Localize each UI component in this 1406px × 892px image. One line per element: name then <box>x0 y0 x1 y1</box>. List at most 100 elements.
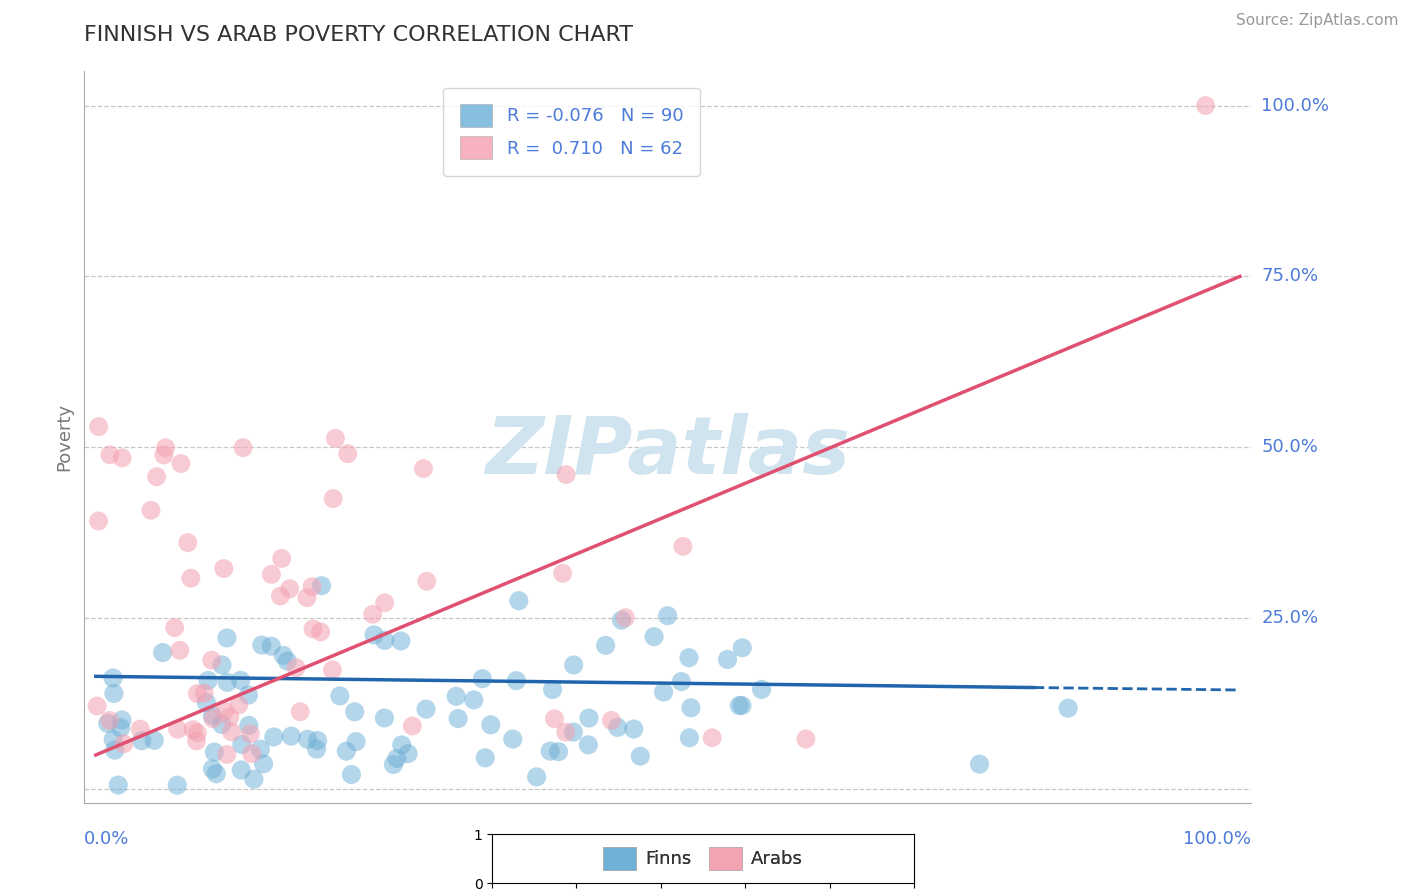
Point <box>628 749 651 764</box>
Point <box>471 672 494 686</box>
Point <box>278 582 301 596</box>
Point <box>307 733 329 747</box>
Point <box>166 778 188 792</box>
Point <box>250 638 273 652</box>
Point <box>215 747 238 762</box>
Point <box>153 448 176 462</box>
Text: 50.0%: 50.0% <box>1261 438 1317 457</box>
Point <box>276 654 298 668</box>
Point <box>217 675 239 690</box>
Point <box>201 653 224 667</box>
Point <box>302 622 325 636</box>
Text: 0.0%: 0.0% <box>84 830 129 847</box>
Point <box>285 661 308 675</box>
Point <box>374 596 396 610</box>
Point <box>447 712 470 726</box>
Point <box>610 613 633 627</box>
Point <box>238 718 260 732</box>
Point <box>290 705 312 719</box>
Point <box>295 591 318 605</box>
Point <box>301 580 323 594</box>
Point <box>107 778 129 792</box>
Point <box>145 469 167 483</box>
Point <box>110 721 132 735</box>
Point <box>657 608 679 623</box>
Y-axis label: Poverty: Poverty <box>55 403 73 471</box>
Point <box>731 698 754 713</box>
Point <box>508 593 530 607</box>
Point <box>231 763 253 777</box>
Point <box>555 467 578 482</box>
Point <box>98 714 121 728</box>
Point <box>101 671 124 685</box>
Point <box>321 663 343 677</box>
Point <box>1194 98 1216 112</box>
Point <box>554 725 576 739</box>
Point <box>87 514 110 528</box>
Point <box>652 685 675 699</box>
Point <box>672 540 695 554</box>
Point <box>600 714 623 728</box>
Point <box>186 687 208 701</box>
Point <box>389 634 412 648</box>
Point <box>373 711 395 725</box>
Point <box>382 757 405 772</box>
Point <box>361 607 384 622</box>
Point <box>163 621 186 635</box>
Text: 100.0%: 100.0% <box>1261 96 1329 114</box>
Point <box>269 589 291 603</box>
Point <box>86 699 108 714</box>
Point <box>97 716 120 731</box>
Point <box>305 742 328 756</box>
Point <box>249 742 271 756</box>
Point <box>391 738 413 752</box>
Point <box>112 737 135 751</box>
Point <box>280 729 302 743</box>
Point <box>606 720 628 734</box>
Point <box>1057 701 1080 715</box>
Point <box>474 751 496 765</box>
Point <box>231 738 253 752</box>
Point <box>502 732 524 747</box>
Point <box>202 745 225 759</box>
Point <box>578 711 600 725</box>
Point <box>505 673 527 688</box>
Point <box>551 566 574 581</box>
Point <box>716 652 738 666</box>
Point <box>623 722 645 736</box>
Legend: Finns, Arabs: Finns, Arabs <box>596 839 810 878</box>
Legend: R = -0.076   N = 90, R =  0.710   N = 62: R = -0.076 N = 90, R = 0.710 N = 62 <box>443 87 700 176</box>
Point <box>541 682 564 697</box>
Point <box>152 646 174 660</box>
Point <box>679 700 702 714</box>
Point <box>201 708 224 723</box>
Point <box>103 686 125 700</box>
Point <box>263 730 285 744</box>
Text: 25.0%: 25.0% <box>1261 609 1319 627</box>
Point <box>215 631 238 645</box>
Point <box>343 705 366 719</box>
Point <box>325 431 347 445</box>
Point <box>794 731 817 746</box>
Text: 75.0%: 75.0% <box>1261 268 1319 285</box>
Point <box>538 744 561 758</box>
Point <box>969 757 991 772</box>
Point <box>374 633 396 648</box>
Point <box>340 767 363 781</box>
Point <box>479 718 502 732</box>
Point <box>273 648 295 663</box>
Point <box>260 639 283 653</box>
Point <box>229 673 252 688</box>
Point <box>562 725 585 739</box>
Point <box>111 713 134 727</box>
Point <box>129 722 152 736</box>
Point <box>205 766 228 780</box>
Point <box>385 751 408 765</box>
Point <box>201 762 224 776</box>
Point <box>260 567 283 582</box>
Text: Source: ZipAtlas.com: Source: ZipAtlas.com <box>1236 13 1399 29</box>
Point <box>212 561 235 575</box>
Point <box>186 734 208 748</box>
Point <box>678 731 700 745</box>
Point <box>595 639 617 653</box>
